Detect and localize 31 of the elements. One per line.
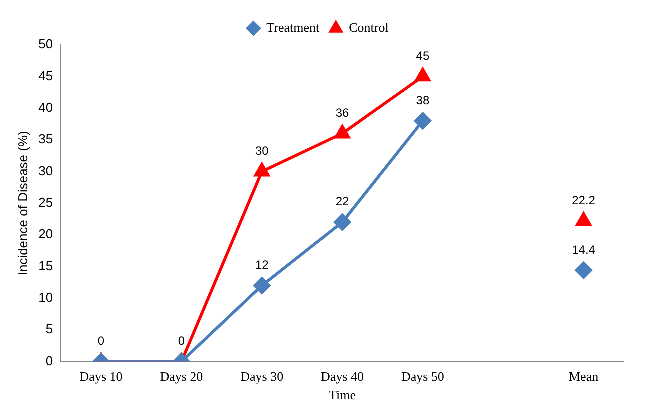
y-tick-label: 45 <box>38 68 54 84</box>
y-tick-label: 5 <box>46 322 54 337</box>
legend-label: Treatment <box>266 20 320 35</box>
x-tick-label: Days 40 <box>321 369 364 384</box>
y-tick-label: 35 <box>38 132 54 147</box>
data-label: 22.2 <box>572 193 596 208</box>
y-tick-label: 10 <box>38 290 54 306</box>
data-label: 45 <box>416 48 430 63</box>
y-tick-label: 20 <box>38 226 54 242</box>
x-axis-title: Time <box>329 388 356 403</box>
legend-label: Control <box>349 20 390 35</box>
data-label: 12 <box>255 258 270 272</box>
y-axis-title: Incidence of Disease (%) <box>15 131 30 276</box>
data-label: 22 <box>336 194 350 209</box>
y-tick-label: 0 <box>46 353 54 368</box>
data-label: 36 <box>336 106 350 120</box>
x-tick-label: Days 20 <box>160 369 204 384</box>
y-tick-label: 40 <box>38 100 54 115</box>
data-label: 30 <box>255 144 270 158</box>
x-tick-label: Days 10 <box>80 369 123 384</box>
data-label: 38 <box>416 93 430 108</box>
y-tick-label: 50 <box>38 36 54 52</box>
data-label: 0 <box>178 334 186 348</box>
y-tick-label: 25 <box>38 194 54 210</box>
y-tick-label: 30 <box>38 163 54 178</box>
x-tick-label: Mean <box>568 369 600 384</box>
x-tick-label: Days 30 <box>240 369 284 384</box>
data-label: 14.4 <box>572 242 596 257</box>
x-tick-label: Days 50 <box>401 369 444 384</box>
y-tick-label: 15 <box>38 258 54 274</box>
data-label: 0 <box>98 334 105 348</box>
